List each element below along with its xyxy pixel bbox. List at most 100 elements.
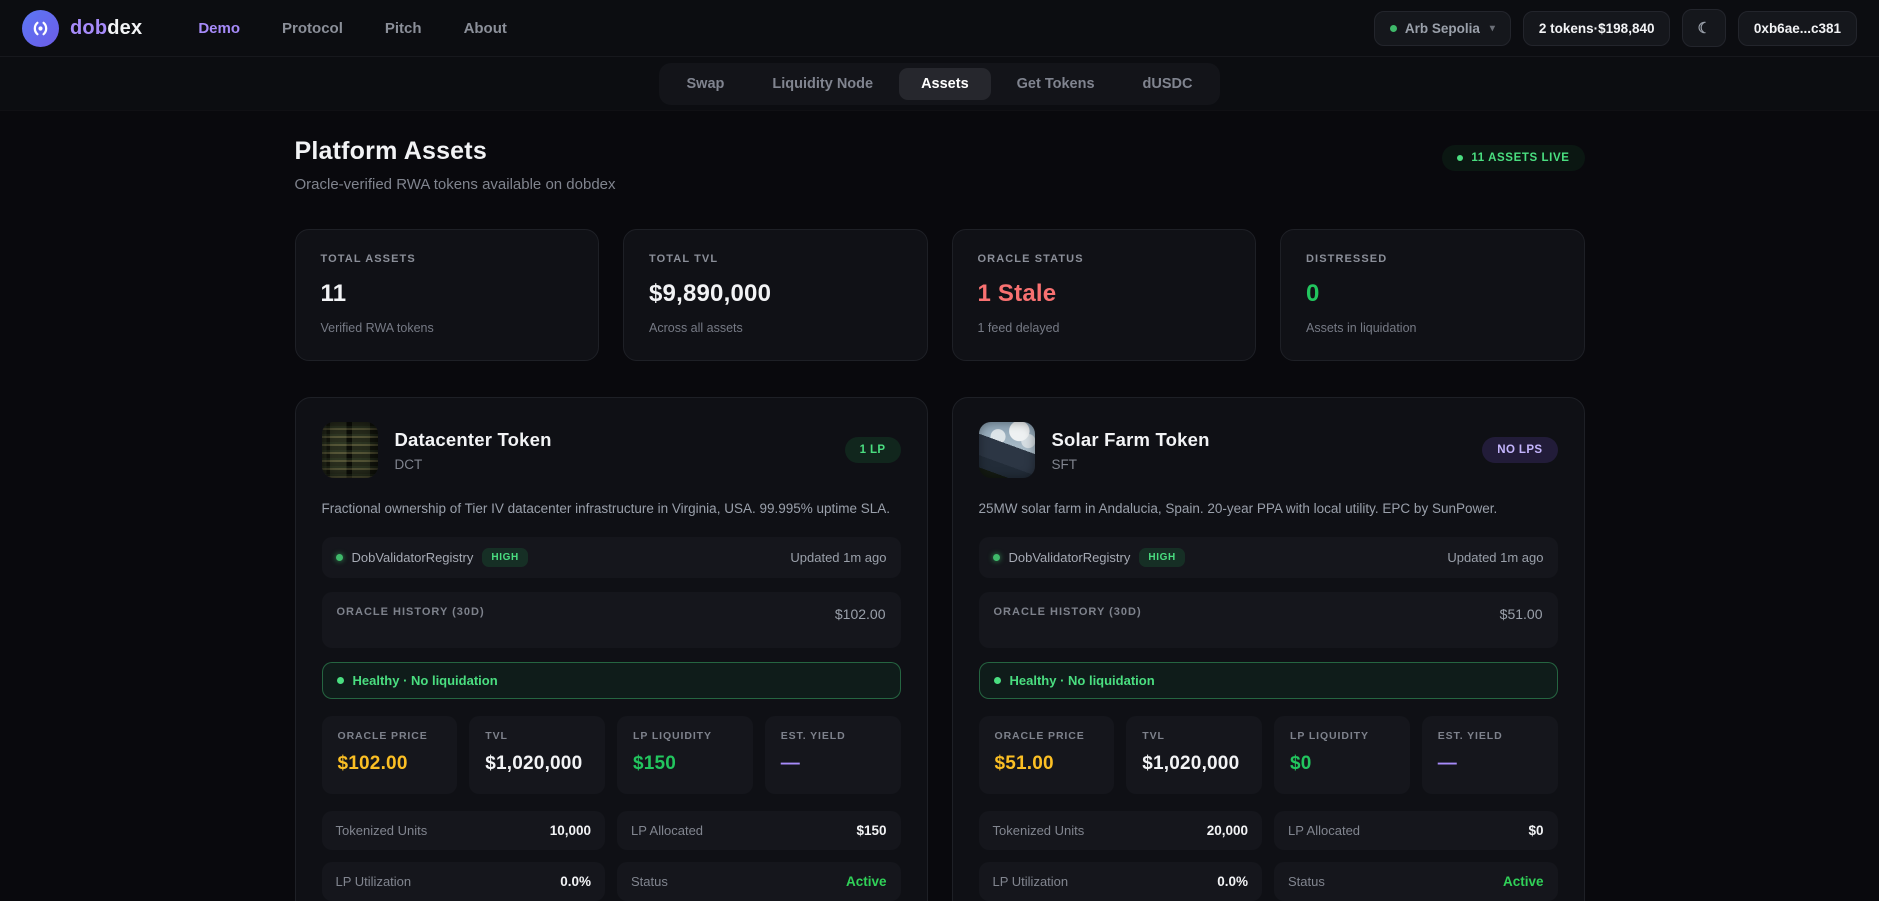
page-title: Platform Assets: [294, 137, 487, 165]
solar-farm-thumbnail-image: [978, 422, 1035, 478]
network-status-dot-icon: [1389, 24, 1397, 32]
asset-description: 25MW solar farm in Andalucia, Spain. 20-…: [978, 501, 1498, 516]
stat-sub: Verified RWA tokens: [320, 321, 434, 335]
live-dot-icon: [1457, 155, 1464, 161]
nav-link-protocol[interactable]: Protocol: [282, 19, 343, 37]
assets-row: Datacenter Token DCT 1 LP Fractional own…: [294, 397, 1585, 901]
nav-link-pitch[interactable]: Pitch: [384, 19, 422, 37]
detail-lp-allocated: LP Allocated $150: [617, 810, 901, 850]
metric-lp-liquidity: LP LIQUIDITY $150: [617, 715, 753, 794]
top-navbar: dobdex Demo Protocol Pitch About Arb Sep…: [0, 0, 1879, 57]
metric-tvl: TVL $1,020,000: [469, 715, 605, 794]
stat-card-total-assets: TOTAL ASSETS 11 Verified RWA tokens: [294, 229, 599, 361]
metric-est-yield: EST. YIELD —: [1421, 715, 1558, 794]
asset-header: Datacenter Token DCT 1 LP: [321, 422, 901, 478]
stat-label: DISTRESSED: [1306, 253, 1388, 265]
oracle-feed-row: DobValidatorRegistry HIGH Updated 1m ago: [978, 536, 1558, 578]
oracle-status-dot-icon: [335, 553, 343, 561]
oracle-confidence-badge: HIGH: [482, 547, 528, 567]
stat-label: ORACLE STATUS: [977, 253, 1084, 265]
metric-oracle-price: ORACLE PRICE $102.00: [321, 715, 458, 794]
metric-lp-liquidity: LP LIQUIDITY $0: [1274, 715, 1410, 794]
oracle-history-label: ORACLE HISTORY (30D): [336, 605, 485, 618]
detail-lp-allocated: LP Allocated $0: [1274, 810, 1558, 850]
brand-logo-link[interactable]: dobdex: [22, 9, 143, 47]
stat-sub: Across all assets: [649, 321, 743, 335]
tab-assets[interactable]: Assets: [899, 67, 991, 100]
asset-name: Datacenter Token: [394, 428, 552, 450]
oracle-feed-row: DobValidatorRegistry HIGH Updated 1m ago: [321, 536, 901, 578]
moon-icon: ☾: [1697, 20, 1711, 37]
wallet-address: 0xb6ae...c381: [1753, 20, 1841, 36]
dobdex-logo-icon: [22, 9, 59, 47]
stat-value: $9,890,000: [649, 280, 772, 307]
nav-links: Demo Protocol Pitch About: [198, 20, 507, 37]
main-content: Platform Assets Oracle-verified RWA toke…: [0, 110, 1879, 901]
asset-name: Solar Farm Token: [1051, 428, 1210, 450]
asset-header: Solar Farm Token SFT NO LPS: [978, 422, 1558, 478]
oracle-status-dot-icon: [992, 553, 1000, 561]
oracle-confidence-badge: HIGH: [1139, 547, 1185, 567]
metrics-grid: ORACLE PRICE $51.00 TVL $1,020,000 LP LI…: [978, 715, 1558, 794]
no-lps-badge: NO LPS: [1482, 437, 1558, 463]
lp-count-badge: 1 LP: [844, 437, 901, 463]
detail-tokenized-units: Tokenized Units 20,000: [978, 810, 1262, 850]
health-text: Healthy · No liquidation: [352, 672, 498, 688]
tab-dusdc[interactable]: dUSDC: [1142, 75, 1193, 92]
detail-status: Status Active: [617, 861, 901, 901]
metrics-grid: ORACLE PRICE $102.00 TVL $1,020,000 LP L…: [321, 715, 901, 794]
page-subtitle: Oracle-verified RWA tokens available on …: [294, 176, 616, 193]
detail-lp-utilization: LP Utilization 0.0%: [321, 861, 605, 901]
detail-tokenized-units: Tokenized Units 10,000: [321, 810, 605, 850]
stat-value: 0: [1306, 280, 1320, 307]
details-grid: Tokenized Units 20,000 LP Allocated $0 L…: [978, 810, 1558, 901]
brand-name: dobdex: [70, 16, 143, 39]
tab-swap[interactable]: Swap: [686, 75, 725, 92]
assets-live-badge: 11 ASSETS LIVE: [1442, 145, 1585, 171]
oracle-history-value: $51.00: [1499, 605, 1543, 622]
detail-lp-utilization: LP Utilization 0.0%: [978, 861, 1262, 901]
page-header: Platform Assets Oracle-verified RWA toke…: [295, 137, 1585, 193]
stat-card-total-tvl: TOTAL TVL $9,890,000 Across all assets: [623, 229, 928, 361]
stat-value: 11: [320, 280, 347, 307]
tabbar-row: Swap Liquidity Node Assets Get Tokens dU…: [0, 57, 1879, 110]
asset-card-datacenter: Datacenter Token DCT 1 LP Fractional own…: [294, 397, 928, 901]
stat-label: TOTAL ASSETS: [320, 253, 416, 265]
asset-description: Fractional ownership of Tier IV datacent…: [321, 501, 891, 516]
stat-value: 1 Stale: [977, 280, 1057, 307]
nav-link-about[interactable]: About: [463, 19, 507, 37]
nav-link-demo[interactable]: Demo: [198, 19, 241, 37]
stat-label: TOTAL TVL: [649, 253, 719, 265]
oracle-history-value: $102.00: [834, 605, 886, 622]
navbar-actions: Arb Sepolia ▾ 2 tokens·$198,840 ☾ 0xb6ae…: [1373, 9, 1857, 47]
wallet-address-button[interactable]: 0xb6ae...c381: [1737, 10, 1857, 46]
oracle-name: DobValidatorRegistry: [351, 549, 474, 565]
health-dot-icon: [336, 676, 344, 684]
chevron-down-icon: ▾: [1489, 22, 1495, 34]
metric-est-yield: EST. YIELD —: [764, 715, 901, 794]
oracle-history-box: ORACLE HISTORY (30D) $102.00: [321, 591, 901, 648]
metric-tvl: TVL $1,020,000: [1126, 715, 1262, 794]
asset-card-solar-farm: Solar Farm Token SFT NO LPS 25MW solar f…: [951, 397, 1585, 901]
main-tabs: Swap Liquidity Node Assets Get Tokens dU…: [658, 62, 1221, 105]
oracle-history-label: ORACLE HISTORY (30D): [993, 605, 1142, 618]
network-selector[interactable]: Arb Sepolia ▾: [1373, 10, 1511, 46]
details-grid: Tokenized Units 10,000 LP Allocated $150…: [321, 810, 901, 901]
detail-status: Status Active: [1274, 861, 1558, 901]
stat-card-oracle-status: ORACLE STATUS 1 Stale 1 feed delayed: [951, 229, 1256, 361]
network-label: Arb Sepolia: [1404, 20, 1480, 36]
tab-get-tokens[interactable]: Get Tokens: [1016, 75, 1095, 92]
portfolio-summary-button[interactable]: 2 tokens·$198,840: [1522, 10, 1671, 46]
stat-sub: Assets in liquidation: [1306, 321, 1417, 335]
oracle-history-box: ORACLE HISTORY (30D) $51.00: [978, 591, 1558, 648]
asset-ticker: DCT: [394, 456, 423, 472]
oracle-updated: Updated 1m ago: [790, 549, 887, 565]
metric-oracle-price: ORACLE PRICE $51.00: [978, 715, 1115, 794]
datacenter-thumbnail-image: [321, 422, 378, 478]
oracle-updated: Updated 1m ago: [1447, 549, 1544, 565]
health-status-bar: Healthy · No liquidation: [321, 661, 901, 699]
health-text: Healthy · No liquidation: [1009, 672, 1155, 688]
tab-liquidity-node[interactable]: Liquidity Node: [772, 75, 874, 92]
health-status-bar: Healthy · No liquidation: [978, 661, 1558, 699]
theme-toggle-button[interactable]: ☾: [1682, 9, 1726, 47]
